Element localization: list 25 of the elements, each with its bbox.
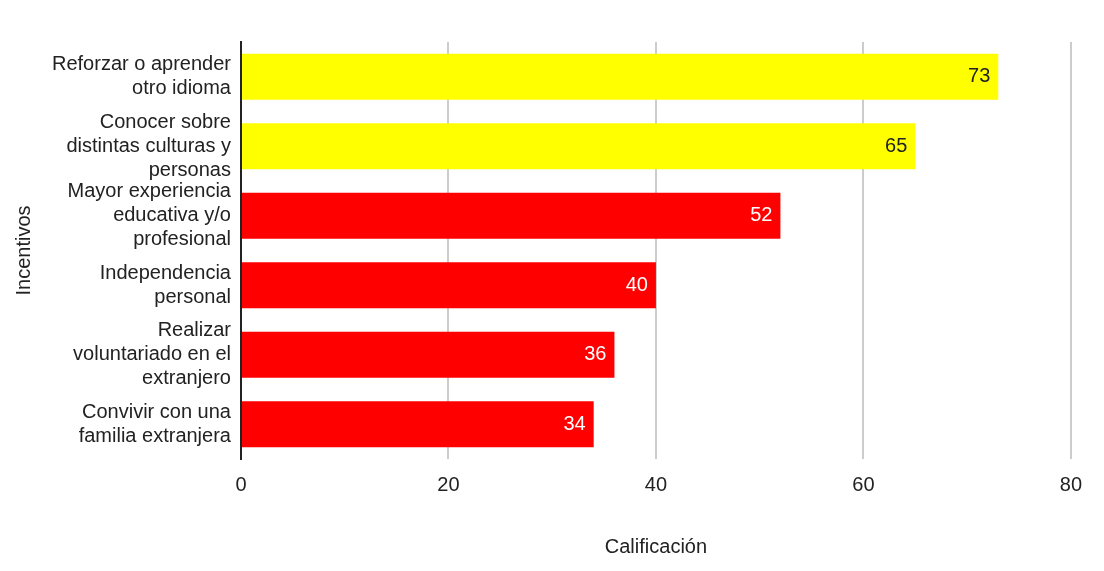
x-tick-label: 0 bbox=[235, 472, 247, 495]
y-tick-label: Independencia personal bbox=[99, 260, 232, 307]
data-label: 73 bbox=[968, 64, 991, 87]
x-tick-label: 60 bbox=[852, 472, 875, 495]
x-tick-label: 40 bbox=[644, 472, 668, 495]
bar bbox=[241, 53, 999, 100]
data-label: 52 bbox=[750, 203, 773, 226]
data-label: 40 bbox=[625, 272, 648, 295]
y-tick-label: Realizar voluntariado en el extranjero bbox=[73, 318, 232, 389]
x-axis-title: Calificación bbox=[604, 534, 708, 557]
bar bbox=[241, 123, 916, 170]
bar bbox=[241, 262, 656, 309]
data-label: 65 bbox=[885, 133, 908, 156]
bar bbox=[241, 401, 594, 448]
bar bbox=[241, 192, 781, 239]
x-tick-label: 20 bbox=[437, 472, 460, 495]
y-tick-label: Convivir con una familia extranjera bbox=[78, 399, 232, 446]
y-tick-label: Reforzar o aprender otro idioma bbox=[52, 52, 232, 99]
data-label: 34 bbox=[563, 411, 586, 434]
bar bbox=[241, 331, 615, 378]
y-tick-label: Conocer sobre distintas culturas y personas bbox=[66, 109, 231, 180]
y-axis-title: Incentivos bbox=[11, 205, 34, 296]
data-label: 36 bbox=[584, 342, 607, 365]
x-tick-label: 80 bbox=[1059, 472, 1082, 495]
y-tick-label: Mayor experiencia educativa y/o profesional bbox=[67, 179, 232, 250]
